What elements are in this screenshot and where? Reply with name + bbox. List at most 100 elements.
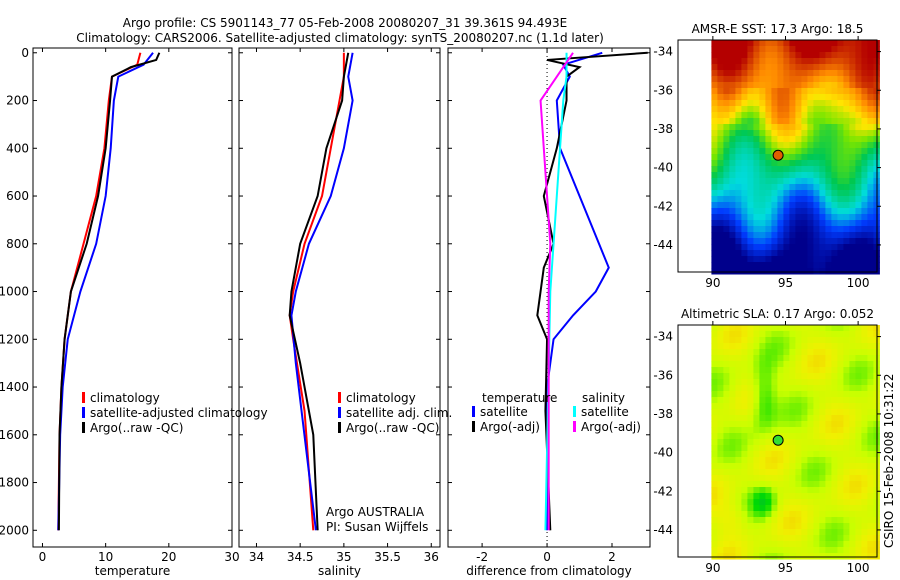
- map-cell: [807, 451, 814, 458]
- map-cell: [753, 226, 760, 233]
- map-cell: [735, 493, 742, 500]
- map-cell: [867, 433, 874, 440]
- map-cell: [729, 325, 736, 332]
- map-cell: [717, 391, 724, 398]
- map-cell: [741, 451, 748, 458]
- map-cell: [867, 481, 874, 488]
- map-cell: [849, 130, 856, 137]
- y-tick-label: -44: [653, 523, 673, 537]
- map-cell: [855, 142, 862, 149]
- map-cell: [855, 220, 862, 227]
- map-cell: [735, 64, 742, 71]
- map-cell: [855, 367, 862, 374]
- map-cell: [825, 118, 832, 125]
- map-cell: [723, 196, 730, 203]
- map-cell: [807, 46, 814, 53]
- map-cell: [813, 493, 820, 500]
- map-cell: [861, 196, 868, 203]
- map-cell: [735, 40, 742, 47]
- map-cell: [849, 250, 856, 257]
- map-cell: [723, 391, 730, 398]
- map-cell: [717, 439, 724, 446]
- map-cell: [813, 361, 820, 368]
- map-cell: [861, 46, 868, 53]
- map-cell: [837, 52, 844, 59]
- map-cell: [741, 421, 748, 428]
- map-cell: [783, 124, 790, 131]
- y-tick-label: -34: [653, 330, 673, 344]
- map-cell: [717, 421, 724, 428]
- map-cell: [831, 385, 838, 392]
- map-cell: [849, 46, 856, 53]
- map-cell: [735, 52, 742, 59]
- map-cell: [807, 148, 814, 155]
- x-tick-label: 95: [778, 276, 793, 290]
- map-cell: [741, 256, 748, 263]
- map-cell: [867, 238, 874, 245]
- map-cell: [741, 553, 748, 560]
- x-axis-label: difference from climatology: [466, 564, 632, 578]
- map-cell: [729, 268, 736, 275]
- sst-map: AMSR-E SST: 17.3 Argo: 18.590 95 100-34-36…: [653, 22, 881, 290]
- map-cell: [789, 154, 796, 161]
- map-cell: [765, 100, 772, 107]
- map-cell: [855, 112, 862, 119]
- map-cell: [843, 331, 850, 338]
- map-cell: [759, 262, 766, 269]
- map-cell: [825, 553, 832, 560]
- map-cell: [795, 76, 802, 83]
- map-cell: [765, 190, 772, 197]
- map-cell: [789, 379, 796, 386]
- map-cell: [813, 349, 820, 356]
- map-cell: [735, 58, 742, 65]
- map-cell: [801, 268, 808, 275]
- map-cell: [831, 451, 838, 458]
- map-cell: [849, 415, 856, 422]
- map-cell: [831, 547, 838, 554]
- map-cell: [759, 355, 766, 362]
- map-cell: [795, 433, 802, 440]
- map-cell: [837, 232, 844, 239]
- map-cell: [849, 469, 856, 476]
- map-cell: [861, 190, 868, 197]
- map-cell: [819, 349, 826, 356]
- map-cell: [759, 349, 766, 356]
- map-cell: [819, 46, 826, 53]
- map-cell: [861, 409, 868, 416]
- map-cell: [735, 196, 742, 203]
- map-cell: [825, 379, 832, 386]
- map-cell: [819, 367, 826, 374]
- map-cell: [837, 46, 844, 53]
- map-cell: [735, 268, 742, 275]
- map-cell: [729, 208, 736, 215]
- map-cell: [729, 481, 736, 488]
- map-cell: [825, 208, 832, 215]
- map-cell: [789, 397, 796, 404]
- map-cell: [729, 373, 736, 380]
- map-cell: [801, 529, 808, 536]
- map-cell: [849, 148, 856, 155]
- map-cell: [717, 154, 724, 161]
- map-cell: [759, 529, 766, 536]
- map-cell: [831, 136, 838, 143]
- map-cell: [741, 499, 748, 506]
- map-cell: [711, 88, 718, 95]
- map-cell: [765, 427, 772, 434]
- map-cell: [735, 100, 742, 107]
- map-cell: [861, 148, 868, 155]
- map-cell: [735, 469, 742, 476]
- map-cell: [801, 475, 808, 482]
- map-cell: [849, 523, 856, 530]
- map-cell: [789, 184, 796, 191]
- map-cell: [819, 445, 826, 452]
- map-cell: [735, 403, 742, 410]
- map-cell: [789, 100, 796, 107]
- series-temperature-argo-adj-: [536, 51, 648, 531]
- map-cell: [837, 100, 844, 107]
- map-cell: [741, 202, 748, 209]
- map-cell: [783, 349, 790, 356]
- map-cell: [861, 367, 868, 374]
- map-cell: [861, 397, 868, 404]
- map-cell: [825, 523, 832, 530]
- map-cell: [729, 190, 736, 197]
